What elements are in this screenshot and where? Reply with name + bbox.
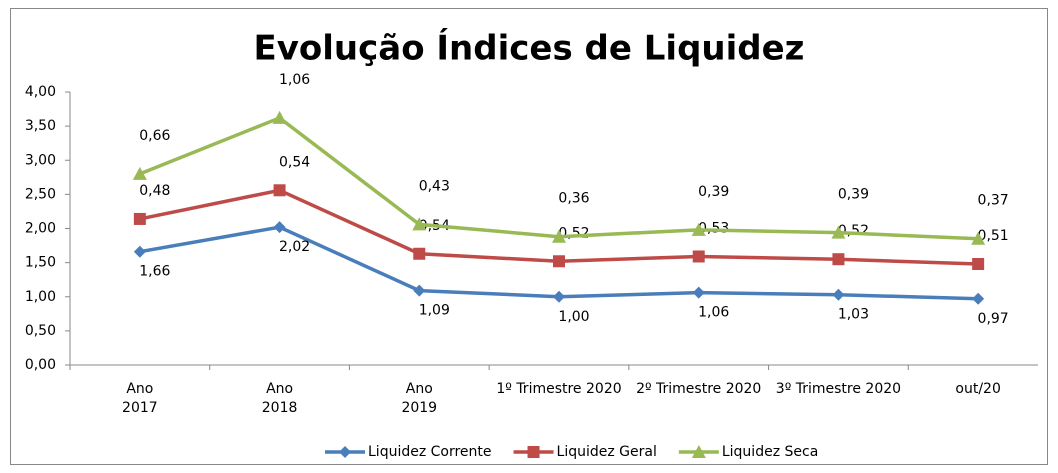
- point: [413, 247, 426, 260]
- y-tick-label: 4,00: [25, 84, 56, 100]
- point: [553, 255, 565, 268]
- point: [692, 286, 705, 299]
- point: [132, 166, 147, 180]
- y-tick-label: 3,00: [25, 152, 56, 168]
- y-tick-label: 1,00: [25, 289, 56, 305]
- data-label: 1,66: [139, 264, 170, 280]
- point: [972, 257, 985, 270]
- data-label: 0,48: [139, 183, 170, 199]
- point: [133, 245, 146, 258]
- data-label: 0,66: [139, 128, 170, 144]
- x-tick-label: out/20: [955, 381, 1000, 397]
- x-tick-label: 2º Trimestre 2020: [636, 381, 761, 397]
- chart-border: [10, 8, 1048, 465]
- point: [552, 229, 566, 243]
- data-label: 0,39: [838, 187, 869, 203]
- data-label: 0,43: [419, 178, 450, 194]
- point: [691, 222, 706, 236]
- data-label: 0,37: [978, 193, 1009, 209]
- data-label: 1,06: [279, 72, 310, 88]
- y-tick-label: 3,50: [25, 118, 56, 134]
- data-label: 0,39: [698, 184, 729, 200]
- point: [832, 288, 845, 301]
- legend-label: Liquidez Corrente: [368, 444, 492, 460]
- y-tick-label: 0,00: [25, 357, 56, 373]
- legend-marker: [339, 446, 351, 458]
- x-tick-label: 3º Trimestre 2020: [776, 381, 901, 397]
- legend-label: Liquidez Seca: [722, 444, 818, 460]
- y-tick-label: 2,50: [25, 186, 56, 202]
- data-label: 1,03: [838, 307, 869, 323]
- point: [133, 212, 146, 225]
- data-label: 0,36: [558, 191, 589, 207]
- y-tick-label: 2,00: [25, 221, 56, 237]
- data-label: 1,09: [419, 303, 450, 319]
- point: [831, 225, 846, 239]
- data-label: 0,51: [978, 228, 1009, 244]
- point: [553, 290, 565, 303]
- point: [832, 253, 845, 266]
- data-label: 2,02: [279, 239, 310, 255]
- data-label: 0,54: [279, 154, 310, 170]
- point: [692, 250, 705, 263]
- y-tick-label: 0,50: [25, 323, 56, 339]
- point: [273, 184, 286, 197]
- x-tick-label: 1º Trimestre 2020: [496, 381, 621, 397]
- point: [971, 231, 986, 245]
- legend-marker: [691, 445, 706, 458]
- y-tick-label: 1,50: [25, 255, 56, 271]
- data-label: 0,97: [978, 311, 1009, 327]
- x-tick-label: Ano 2019: [401, 381, 437, 416]
- point: [972, 292, 985, 305]
- data-label: 1,06: [698, 305, 729, 321]
- x-tick-label: Ano 2018: [262, 381, 298, 416]
- point: [412, 217, 427, 231]
- legend-label: Liquidez Geral: [557, 444, 657, 460]
- chart-title: Evolução Índices de Liquidez: [254, 28, 805, 69]
- point: [272, 110, 287, 124]
- legend-marker: [527, 446, 540, 458]
- x-tick-label: Ano 2017: [122, 381, 158, 416]
- data-label: 1,00: [558, 309, 589, 325]
- point: [273, 221, 286, 234]
- point: [413, 284, 426, 297]
